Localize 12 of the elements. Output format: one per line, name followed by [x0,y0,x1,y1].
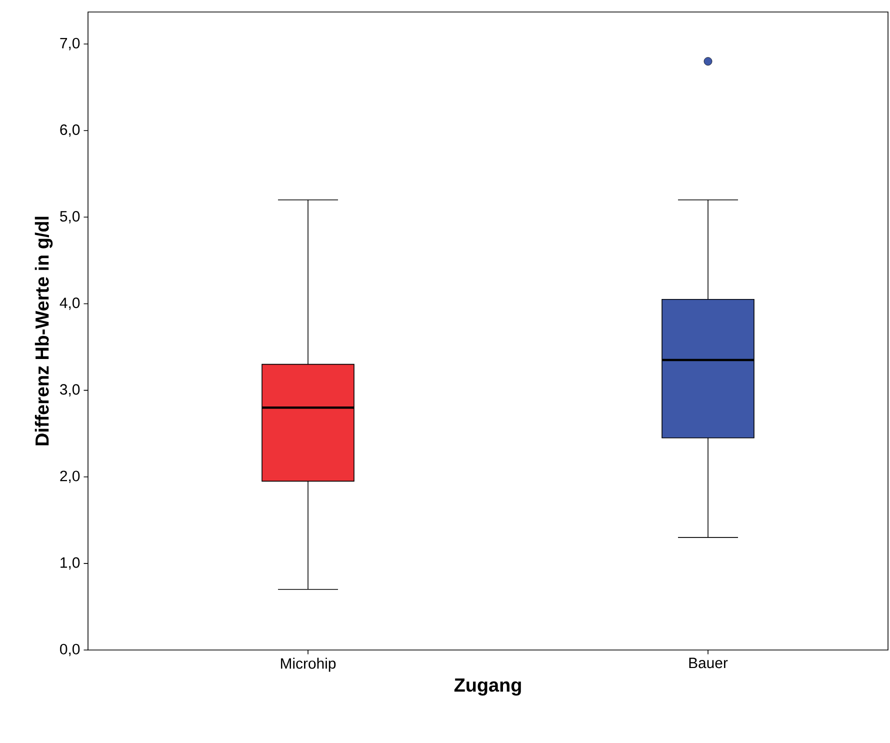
x-tick-label: Bauer [689,658,728,668]
y-tick-label: 5,0 [60,210,80,224]
y-tick-label: 1,0 [60,557,80,570]
x-tick-label: Microhip [280,658,336,672]
y-tick-label: 3,0 [60,384,80,396]
y-tick-label: 4,0 [60,298,80,310]
y-axis-title: Differenz Hb-Werte in g/dl [34,216,53,446]
y-tick-label: 7,0 [60,38,80,50]
y-tick-label: 0,0 [60,644,80,656]
y-tick-label: 6,0 [60,124,80,137]
y-tick-label: 2,0 [60,470,80,484]
x-axis-title: Zugang [454,678,521,696]
